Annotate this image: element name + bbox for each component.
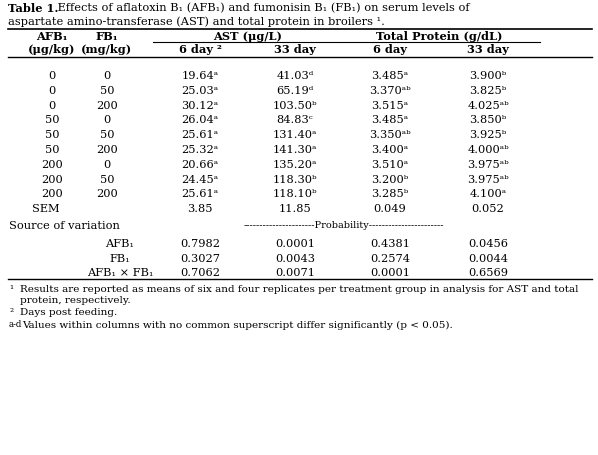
Text: AST (μg/L): AST (μg/L) [213, 31, 282, 42]
Text: AFB₁ × FB₁: AFB₁ × FB₁ [87, 268, 153, 278]
Text: 26.04ᵃ: 26.04ᵃ [181, 116, 218, 126]
Text: AFB₁: AFB₁ [105, 239, 135, 249]
Text: 4.000ᵃᵇ: 4.000ᵃᵇ [467, 145, 509, 155]
Text: 33 day: 33 day [467, 44, 509, 55]
Text: Total Protein (g/dL): Total Protein (g/dL) [376, 31, 502, 42]
Text: 0: 0 [103, 160, 111, 170]
Text: 0: 0 [48, 101, 56, 111]
Text: 0.0001: 0.0001 [370, 268, 410, 278]
Text: 3.850ᵇ: 3.850ᵇ [469, 116, 507, 126]
Text: protein, respectively.: protein, respectively. [20, 296, 130, 305]
Text: 25.32ᵃ: 25.32ᵃ [181, 145, 218, 155]
Text: Effects of aflatoxin B₁ (AFB₁) and fumonisin B₁ (FB₁) on serum levels of: Effects of aflatoxin B₁ (AFB₁) and fumon… [54, 3, 469, 13]
Text: 50: 50 [45, 130, 59, 140]
Text: 0.049: 0.049 [374, 204, 407, 214]
Text: 24.45ᵃ: 24.45ᵃ [181, 175, 218, 185]
Text: 0.0043: 0.0043 [275, 253, 315, 263]
Text: 118.10ᵇ: 118.10ᵇ [273, 189, 318, 199]
Text: 0.6569: 0.6569 [468, 268, 508, 278]
Text: 3.400ᵃ: 3.400ᵃ [371, 145, 408, 155]
Text: 33 day: 33 day [274, 44, 316, 55]
Text: 0.0071: 0.0071 [275, 268, 315, 278]
Text: 0: 0 [103, 71, 111, 81]
Text: ²: ² [9, 308, 13, 318]
Text: a-d: a-d [9, 320, 22, 329]
Text: 0.2574: 0.2574 [370, 253, 410, 263]
Text: 103.50ᵇ: 103.50ᵇ [273, 101, 318, 111]
Text: (μg/kg): (μg/kg) [28, 44, 76, 55]
Text: 3.825ᵇ: 3.825ᵇ [469, 86, 507, 96]
Text: 30.12ᵃ: 30.12ᵃ [181, 101, 218, 111]
Text: 200: 200 [41, 175, 63, 185]
Text: 3.925ᵇ: 3.925ᵇ [469, 130, 507, 140]
Text: 3.510ᵃ: 3.510ᵃ [371, 160, 408, 170]
Text: 50: 50 [45, 145, 59, 155]
Text: 84.83ᶜ: 84.83ᶜ [277, 116, 313, 126]
Text: 0.0044: 0.0044 [468, 253, 508, 263]
Text: 3.515ᵃ: 3.515ᵃ [371, 101, 408, 111]
Text: 141.30ᵃ: 141.30ᵃ [273, 145, 317, 155]
Text: 19.64ᵃ: 19.64ᵃ [181, 71, 218, 81]
Text: ----------------------Probability-----------------------: ----------------------Probability-------… [244, 221, 444, 230]
Text: 25.61ᵃ: 25.61ᵃ [181, 189, 218, 199]
Text: Table 1.: Table 1. [8, 3, 59, 14]
Text: 20.66ᵃ: 20.66ᵃ [181, 160, 218, 170]
Text: 3.900ᵇ: 3.900ᵇ [469, 71, 507, 81]
Text: 6 day ²: 6 day ² [179, 44, 221, 55]
Text: 3.485ᵃ: 3.485ᵃ [371, 71, 408, 81]
Text: 50: 50 [100, 175, 114, 185]
Text: ¹: ¹ [9, 285, 13, 294]
Text: (mg/kg): (mg/kg) [81, 44, 133, 55]
Text: 50: 50 [45, 116, 59, 126]
Text: 0: 0 [48, 71, 56, 81]
Text: 131.40ᵃ: 131.40ᵃ [273, 130, 317, 140]
Text: 50: 50 [100, 86, 114, 96]
Text: Source of variation: Source of variation [9, 221, 120, 231]
Text: 4.025ᵃᵇ: 4.025ᵃᵇ [467, 101, 509, 111]
Text: 0.0456: 0.0456 [468, 239, 508, 249]
Text: 0.4381: 0.4381 [370, 239, 410, 249]
Text: 0: 0 [48, 86, 56, 96]
Text: Values within columns with no common superscript differ significantly (p < 0.05): Values within columns with no common sup… [22, 320, 453, 329]
Text: Days post feeding.: Days post feeding. [20, 308, 117, 318]
Text: 200: 200 [41, 160, 63, 170]
Text: 4.100ᵃ: 4.100ᵃ [469, 189, 507, 199]
Text: 0.052: 0.052 [472, 204, 504, 214]
Text: 11.85: 11.85 [279, 204, 312, 214]
Text: 135.20ᵃ: 135.20ᵃ [273, 160, 317, 170]
Text: 25.61ᵃ: 25.61ᵃ [181, 130, 218, 140]
Text: 25.03ᵃ: 25.03ᵃ [181, 86, 218, 96]
Text: 200: 200 [41, 189, 63, 199]
Text: 65.19ᵈ: 65.19ᵈ [276, 86, 313, 96]
Text: 3.975ᵃᵇ: 3.975ᵃᵇ [467, 160, 509, 170]
Text: 41.03ᵈ: 41.03ᵈ [276, 71, 313, 81]
Text: 200: 200 [96, 101, 118, 111]
Text: 3.370ᵃᵇ: 3.370ᵃᵇ [369, 86, 411, 96]
Text: 3.350ᵃᵇ: 3.350ᵃᵇ [369, 130, 411, 140]
Text: 118.30ᵇ: 118.30ᵇ [273, 175, 318, 185]
Text: 3.85: 3.85 [187, 204, 213, 214]
Text: 6 day: 6 day [373, 44, 407, 55]
Text: Results are reported as means of six and four replicates per treatment group in : Results are reported as means of six and… [20, 285, 578, 294]
Text: 0.0001: 0.0001 [275, 239, 315, 249]
Text: 50: 50 [100, 130, 114, 140]
Text: 3.485ᵃ: 3.485ᵃ [371, 116, 408, 126]
Text: FB₁: FB₁ [109, 253, 130, 263]
Text: 200: 200 [96, 189, 118, 199]
Text: AFB₁: AFB₁ [36, 31, 68, 42]
Text: 0.7982: 0.7982 [180, 239, 220, 249]
Text: 0: 0 [103, 116, 111, 126]
Text: 200: 200 [96, 145, 118, 155]
Text: 0.7062: 0.7062 [180, 268, 220, 278]
Text: SEM: SEM [32, 204, 60, 214]
Text: aspartate amino-transferase (AST) and total protein in broilers ¹.: aspartate amino-transferase (AST) and to… [8, 16, 385, 26]
Text: 3.285ᵇ: 3.285ᵇ [371, 189, 408, 199]
Text: 3.200ᵇ: 3.200ᵇ [371, 175, 408, 185]
Text: 3.975ᵃᵇ: 3.975ᵃᵇ [467, 175, 509, 185]
Text: 0.3027: 0.3027 [180, 253, 220, 263]
Text: FB₁: FB₁ [96, 31, 118, 42]
